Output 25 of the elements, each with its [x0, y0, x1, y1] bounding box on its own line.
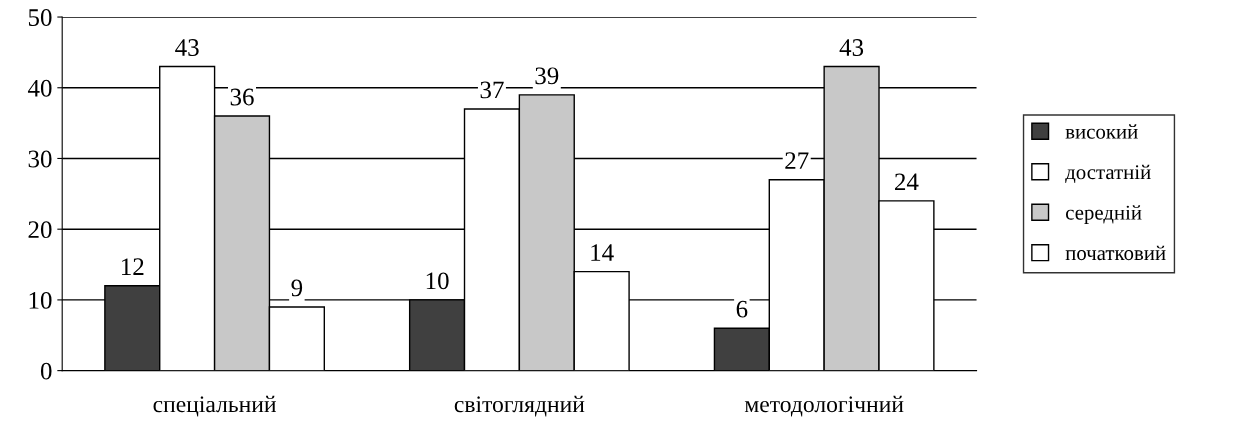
- y-tick-label: 10: [29, 291, 52, 309]
- data-label: 27: [785, 152, 809, 169]
- data-label: 24: [895, 173, 919, 191]
- data-label: 36: [230, 88, 254, 106]
- y-tick-label: 30: [28, 150, 52, 168]
- legend-label: високий: [1065, 124, 1138, 139]
- data-label: 43: [839, 39, 864, 56]
- data-label: 10: [426, 272, 449, 290]
- data-label: 37: [480, 81, 504, 99]
- data-label: 9: [291, 279, 303, 297]
- y-tick-label: 0: [40, 362, 52, 380]
- data-label: 14: [591, 244, 614, 261]
- x-tick-label: методологічний: [744, 395, 904, 417]
- legend-label: початковий: [1065, 245, 1166, 261]
- y-tick-label: 20: [28, 221, 52, 239]
- data-label: 6: [736, 300, 748, 318]
- data-label: 39: [535, 67, 559, 85]
- y-tick-label: 50: [28, 9, 52, 26]
- x-tick-label: світоглядний: [454, 395, 585, 417]
- legend-label: середній: [1065, 205, 1142, 224]
- data-label: 43: [175, 39, 199, 56]
- x-tick-label: спеціальний: [153, 395, 276, 417]
- data-label: 12: [122, 258, 144, 275]
- y-tick-label: 40: [27, 79, 52, 97]
- legend-label: достатній: [1065, 164, 1151, 184]
